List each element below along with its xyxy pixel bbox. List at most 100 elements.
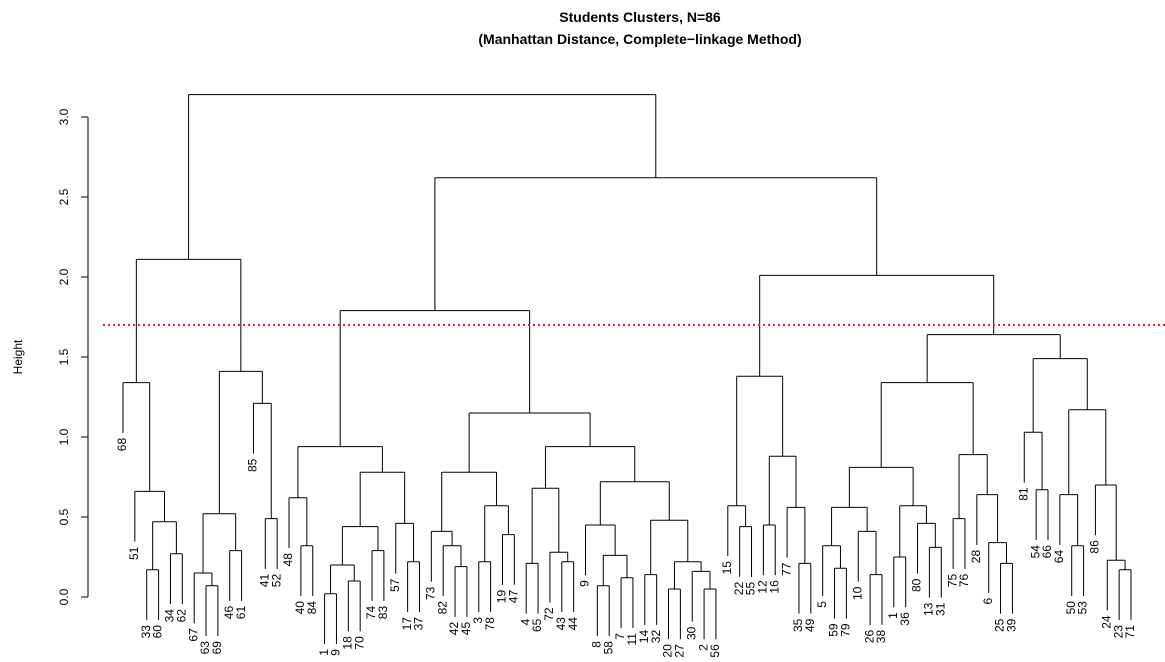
dendrogram-branch: [407, 561, 420, 613]
dendrogram-branch: [1118, 569, 1132, 621]
leaf-label: 79: [839, 623, 853, 637]
leaf-label: 84: [305, 601, 319, 615]
dendrogram-branch: [434, 177, 878, 311]
leaf-label: 1: [886, 612, 900, 619]
dendrogram-branch: [620, 577, 634, 629]
dendrogram-branch: [288, 497, 308, 549]
dendrogram-branch: [454, 566, 468, 617]
leaf-label: 37: [412, 617, 426, 631]
leaf-label: 28: [969, 550, 983, 564]
leaf-label: 73: [424, 586, 438, 600]
leaf-label: 42: [447, 622, 461, 636]
dendrogram-branch: [169, 553, 183, 605]
dendrogram-branch: [561, 561, 575, 613]
dendrogram-branch: [359, 471, 406, 527]
leaf-label: 22: [732, 582, 746, 596]
leaf-label: 4: [518, 618, 532, 625]
leaf-label: 33: [139, 625, 153, 639]
leaf-label: 16: [767, 580, 781, 594]
leaf-label: 64: [1052, 550, 1066, 564]
leaf-label: 38: [874, 630, 888, 644]
dendrogram-branch: [501, 534, 515, 585]
y-tick-label: 1.0: [57, 428, 71, 445]
leaf-label: 57: [388, 578, 402, 592]
leaf-label: 19: [495, 590, 509, 604]
dendrogram-branch: [798, 562, 812, 614]
leaf-label: 12: [756, 580, 770, 594]
dendrogram-branch: [1000, 562, 1013, 614]
dendrogram-branch: [917, 522, 936, 574]
leaf-label: 74: [364, 606, 378, 620]
leaf-label: 18: [340, 636, 354, 650]
dendrogram-branch: [739, 526, 753, 577]
dendrogram-branch: [430, 530, 453, 582]
leaf-label: 1: [317, 649, 331, 656]
leaf-label: 39: [1005, 618, 1019, 632]
y-tick-label: 0.5: [57, 508, 71, 525]
dendrogram-branch: [988, 542, 1007, 593]
dendrogram-branch: [691, 570, 711, 622]
dendrogram-branch: [484, 505, 509, 562]
leaf-label: 55: [744, 582, 758, 596]
leaf-label: 41: [257, 574, 271, 588]
leaf-label: 34: [163, 609, 177, 623]
chart-subtitle: (Manhattan Distance, Complete−linkage Me…: [478, 31, 801, 47]
dendrogram-branch: [135, 258, 242, 383]
dendrogram-branch: [668, 588, 681, 640]
leaf-label: 2: [696, 644, 710, 651]
dendrogram-branch: [834, 567, 847, 619]
leaf-label: 50: [1064, 601, 1078, 615]
leaf-label: 25: [993, 618, 1007, 632]
leaf-label: 9: [329, 649, 343, 656]
leaf-label: 60: [151, 625, 165, 639]
dendrogram-branch: [347, 580, 361, 632]
leaf-label: 86: [1088, 540, 1102, 554]
leaf-label: 35: [791, 618, 805, 632]
dendrogram-branch: [341, 526, 379, 565]
leaf-label: 59: [827, 623, 841, 637]
leaf-label: 66: [1040, 545, 1054, 559]
leaf-label: 69: [210, 641, 224, 655]
leaf-label: 36: [898, 612, 912, 626]
dendrogram-branch: [673, 561, 702, 589]
dendrogram-branch: [525, 562, 539, 614]
dendrogram-branch: [1032, 358, 1088, 433]
dendrogram-branch: [831, 506, 868, 546]
dendrogram-branch: [205, 585, 219, 637]
leaf-label: 10: [850, 586, 864, 600]
leaf-label: 63: [198, 641, 212, 655]
leaf-label: 14: [637, 630, 651, 644]
leaf-label: 17: [400, 617, 414, 631]
leaf-label: 72: [542, 607, 556, 621]
dendrogram-branch: [339, 310, 531, 447]
dendrogram-branch: [703, 588, 717, 640]
y-tick-label: 2.0: [57, 268, 71, 285]
dendrogram-branch: [596, 585, 610, 637]
leaf-label: 81: [1016, 487, 1030, 501]
y-tick-label: 1.5: [57, 348, 71, 365]
leaf-label: 49: [803, 618, 817, 632]
leaf-label: 44: [566, 617, 580, 631]
dendrogram-branch: [1071, 545, 1085, 597]
dendrogram-branch: [952, 518, 966, 569]
dendrogram-branch: [786, 506, 806, 564]
dendrogram-branch: [727, 505, 747, 557]
dendrogram-branch: [324, 593, 337, 645]
leaf-label: 32: [649, 630, 663, 644]
dendrogram-branch: [848, 466, 914, 508]
dendrogram-branch: [762, 524, 776, 576]
y-tick-label: 0.0: [57, 588, 71, 605]
dendrogram-branch: [264, 518, 278, 569]
y-tick-label: 2.5: [57, 188, 71, 205]
dendrogram-branch: [478, 561, 492, 613]
dendrogram-branch: [371, 550, 385, 601]
dendrogram-branch: [1035, 489, 1049, 541]
leaf-label: 40: [293, 601, 307, 615]
leaf-label: 26: [862, 630, 876, 644]
leaf-label: 51: [127, 546, 141, 560]
leaf-label: 80: [910, 578, 924, 592]
y-tick-label: 3.0: [57, 108, 71, 125]
leaf-label: 15: [720, 561, 734, 575]
dendrogram-branch: [599, 481, 670, 525]
